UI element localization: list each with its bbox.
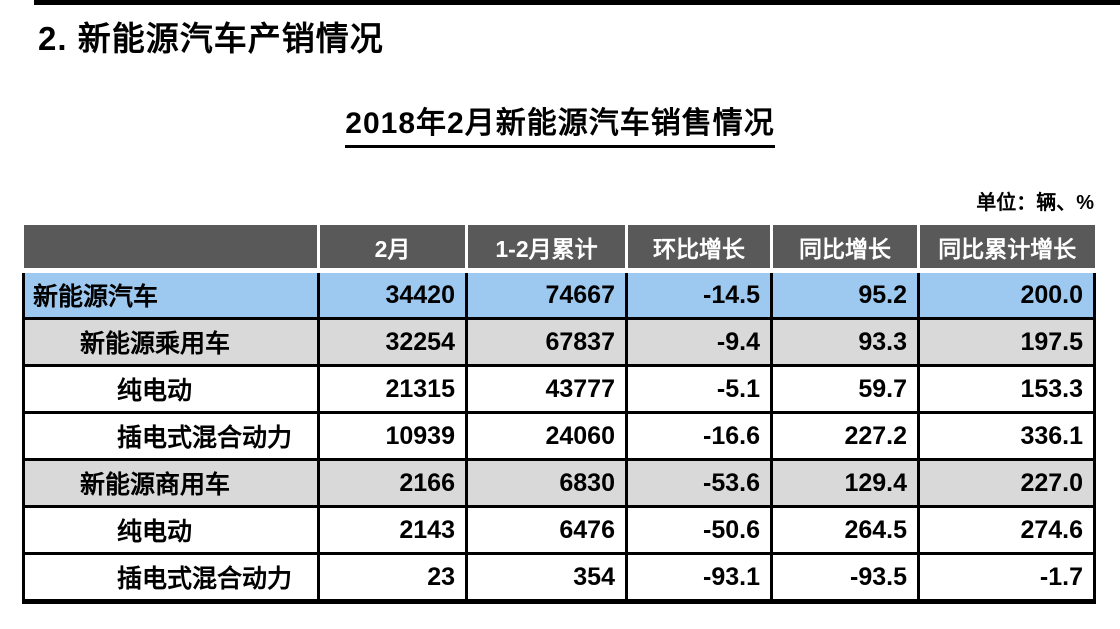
value-cell: -93.1 bbox=[625, 552, 773, 604]
value-cell: -5.1 bbox=[625, 364, 773, 414]
value-cell: -16.6 bbox=[625, 411, 773, 461]
column-header: 2月 bbox=[317, 225, 467, 273]
table-row: 插电式混合动力 10939 24060 -16.6 227.2 336.1 bbox=[22, 411, 1096, 461]
table-row: 纯电动 21315 43777 -5.1 59.7 153.3 bbox=[22, 364, 1096, 414]
value-cell: 24060 bbox=[465, 411, 628, 461]
table-row: 新能源乘用车 32254 67837 -9.4 93.3 197.5 bbox=[22, 317, 1096, 367]
table-row: 插电式混合动力 23 354 -93.1 -93.5 -1.7 bbox=[22, 552, 1096, 604]
value-cell: 200.0 bbox=[917, 269, 1096, 320]
page-title: 2. 新能源汽车产销情况 bbox=[38, 20, 384, 57]
table-title: 2018年2月新能源汽车销售情况 bbox=[345, 98, 775, 148]
table-body: 新能源汽车 34420 74667 -14.5 95.2 200.0 新能源乘用车 32254… bbox=[22, 269, 1096, 604]
value-cell: 93.3 bbox=[770, 317, 920, 367]
top-divider-line bbox=[34, 0, 1120, 5]
value-cell: 21315 bbox=[317, 364, 468, 414]
column-header: 1-2月累计 bbox=[465, 225, 627, 273]
value-cell: 227.0 bbox=[917, 458, 1096, 508]
table-title-row: 2018年2月新能源汽车销售情况 bbox=[0, 98, 1120, 148]
value-cell: 74667 bbox=[465, 269, 628, 320]
column-header: 同比增长 bbox=[770, 225, 919, 273]
value-cell: 67837 bbox=[465, 317, 628, 367]
row-label-cell: 新能源乘用车 bbox=[22, 317, 320, 367]
value-cell: 2166 bbox=[317, 458, 468, 508]
row-label-cell: 插电式混合动力 bbox=[22, 552, 320, 604]
value-cell: 10939 bbox=[317, 411, 468, 461]
row-label-cell: 纯电动 bbox=[22, 505, 320, 555]
value-cell: -53.6 bbox=[625, 458, 773, 508]
nev-sales-table: 2月 1-2月累计 环比增长 同比增长 同比累计增长 新能源汽车 34420 74667 -1… bbox=[22, 225, 1096, 604]
row-label-cell: 纯电动 bbox=[22, 364, 320, 414]
value-cell: 129.4 bbox=[770, 458, 920, 508]
table-row: 纯电动 2143 6476 -50.6 264.5 274.6 bbox=[22, 505, 1096, 555]
header-row: 2月 1-2月累计 环比增长 同比增长 同比累计增长 bbox=[23, 225, 1095, 273]
value-cell: -1.7 bbox=[917, 552, 1096, 604]
value-cell: 153.3 bbox=[917, 364, 1096, 414]
value-cell: 6476 bbox=[465, 505, 628, 555]
value-cell: 6830 bbox=[465, 458, 628, 508]
table-row: 新能源商用车 2166 6830 -53.6 129.4 227.0 bbox=[22, 458, 1096, 508]
value-cell: 227.2 bbox=[770, 411, 920, 461]
value-cell: -93.5 bbox=[770, 552, 920, 604]
value-cell: 336.1 bbox=[917, 411, 1096, 461]
row-label-cell: 插电式混合动力 bbox=[22, 411, 320, 461]
table-row: 新能源汽车 34420 74667 -14.5 95.2 200.0 bbox=[22, 269, 1096, 320]
table-header: 2月 1-2月累计 环比增长 同比增长 同比累计增长 bbox=[23, 225, 1095, 273]
value-cell: 2143 bbox=[317, 505, 468, 555]
column-header: 环比增长 bbox=[625, 225, 772, 273]
value-cell: -50.6 bbox=[625, 505, 773, 555]
value-cell: 95.2 bbox=[770, 269, 920, 320]
column-header: 同比累计增长 bbox=[917, 225, 1095, 273]
value-cell: 59.7 bbox=[770, 364, 920, 414]
value-cell: 43777 bbox=[465, 364, 628, 414]
row-label-cell: 新能源商用车 bbox=[22, 458, 320, 508]
value-cell: 197.5 bbox=[917, 317, 1096, 367]
value-cell: 264.5 bbox=[770, 505, 920, 555]
value-cell: 274.6 bbox=[917, 505, 1096, 555]
value-cell: -9.4 bbox=[625, 317, 773, 367]
value-cell: 354 bbox=[465, 552, 628, 604]
value-cell: 23 bbox=[317, 552, 468, 604]
value-cell: 34420 bbox=[317, 269, 468, 320]
value-cell: -14.5 bbox=[625, 269, 773, 320]
corner-header-cell bbox=[23, 225, 319, 273]
row-label-cell: 新能源汽车 bbox=[22, 269, 320, 320]
value-cell: 32254 bbox=[317, 317, 468, 367]
unit-label: 单位：辆、% bbox=[976, 192, 1094, 214]
